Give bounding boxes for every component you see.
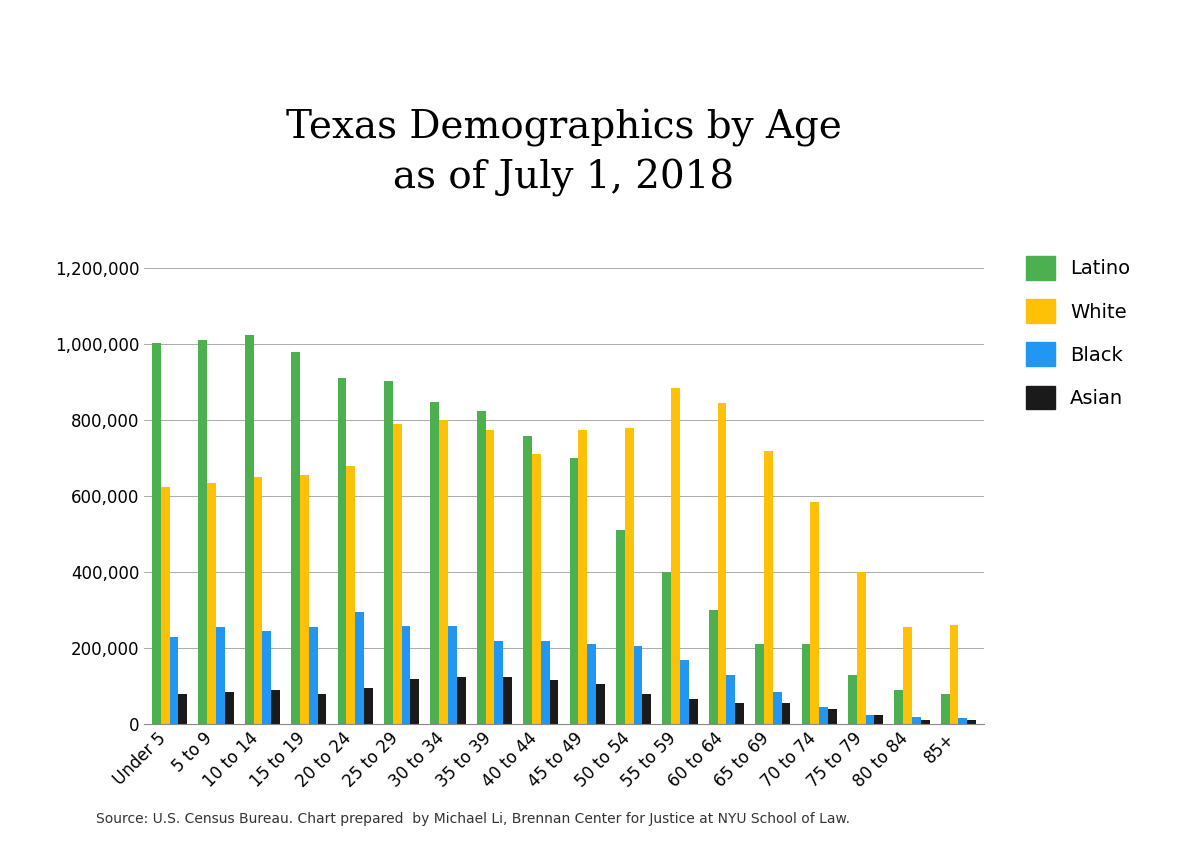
Bar	[179, 694, 187, 724]
Bar	[152, 343, 161, 724]
Bar	[587, 644, 596, 724]
Bar	[263, 631, 271, 724]
Bar	[736, 703, 744, 724]
Bar	[718, 403, 726, 724]
Bar	[857, 573, 865, 724]
Bar	[781, 703, 791, 724]
Bar	[570, 458, 578, 724]
Bar	[773, 692, 781, 724]
Bar	[625, 428, 634, 724]
Bar	[410, 678, 419, 724]
Bar	[224, 692, 234, 724]
Bar	[347, 466, 355, 724]
Bar	[494, 641, 503, 724]
Bar	[439, 420, 448, 724]
Bar	[448, 626, 457, 724]
Bar	[364, 688, 373, 724]
Bar	[384, 381, 392, 724]
Bar	[904, 627, 912, 724]
Bar	[596, 684, 605, 724]
Bar	[764, 451, 773, 724]
Bar	[662, 573, 671, 724]
Bar	[550, 681, 558, 724]
Bar	[912, 717, 920, 724]
Bar	[308, 627, 318, 724]
Bar	[216, 627, 224, 724]
Bar	[949, 625, 959, 724]
Bar	[541, 641, 550, 724]
Bar	[689, 699, 697, 724]
Bar	[392, 424, 402, 724]
Bar	[726, 675, 736, 724]
Bar	[959, 718, 967, 724]
Text: Source: U.S. Census Bureau. Chart prepared  by Michael Li, Brennan Center for Ju: Source: U.S. Census Bureau. Chart prepar…	[96, 813, 850, 826]
Bar	[355, 612, 364, 724]
Bar	[671, 388, 680, 724]
Bar	[875, 715, 883, 724]
Bar	[894, 690, 904, 724]
Bar	[802, 644, 810, 724]
Bar	[318, 694, 326, 724]
Bar	[300, 475, 308, 724]
Bar	[709, 610, 718, 724]
Bar	[337, 378, 347, 724]
Bar	[457, 676, 466, 724]
Bar	[634, 647, 642, 724]
Bar	[810, 502, 820, 724]
Bar	[820, 707, 828, 724]
Bar	[271, 690, 280, 724]
Legend: Latino, White, Black, Asian: Latino, White, Black, Asian	[1018, 248, 1138, 417]
Bar	[578, 429, 587, 724]
Bar	[161, 486, 169, 724]
Bar	[532, 454, 541, 724]
Bar	[920, 721, 930, 724]
Bar	[486, 429, 494, 724]
Bar	[431, 402, 439, 724]
Bar	[616, 530, 625, 724]
Bar	[245, 335, 253, 724]
Bar	[865, 715, 875, 724]
Bar	[476, 411, 486, 724]
Bar	[642, 694, 652, 724]
Bar	[967, 721, 976, 724]
Bar	[292, 352, 300, 724]
Bar	[169, 636, 179, 724]
Bar	[680, 659, 689, 724]
Bar	[848, 675, 857, 724]
Bar	[828, 709, 836, 724]
Bar	[253, 477, 263, 724]
Bar	[755, 644, 764, 724]
Bar	[402, 626, 410, 724]
Text: Texas Demographics by Age
as of July 1, 2018: Texas Demographics by Age as of July 1, …	[286, 109, 842, 198]
Bar	[198, 339, 208, 724]
Bar	[523, 436, 532, 724]
Bar	[208, 483, 216, 724]
Bar	[503, 676, 512, 724]
Bar	[941, 694, 949, 724]
